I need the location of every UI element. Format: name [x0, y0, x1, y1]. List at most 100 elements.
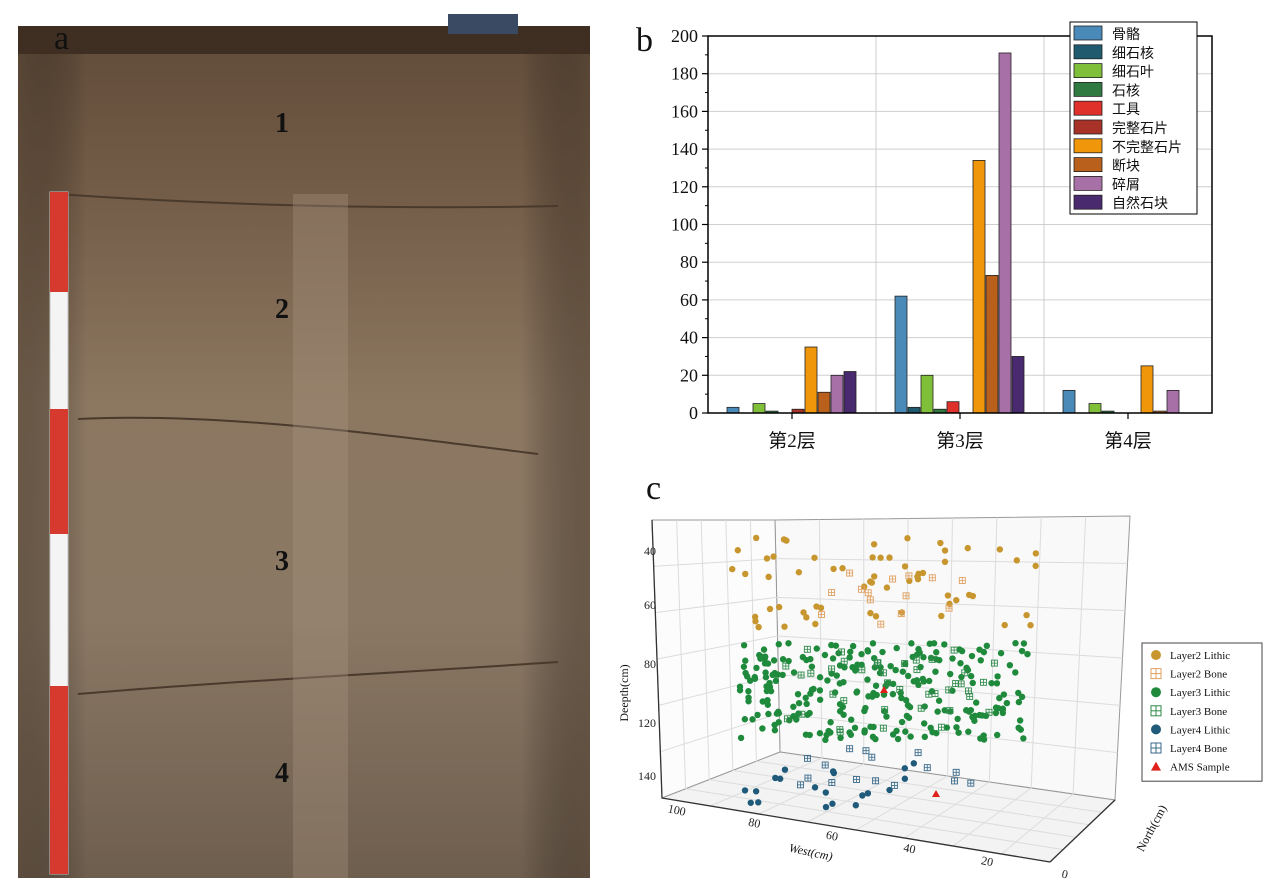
panel-label-b: b	[636, 22, 653, 59]
point	[867, 609, 874, 617]
point	[741, 716, 749, 723]
point	[899, 668, 907, 675]
point	[816, 674, 824, 681]
point	[883, 584, 891, 591]
point	[742, 570, 749, 578]
point	[1032, 550, 1040, 557]
point	[829, 690, 837, 698]
west-tick-label: 80	[747, 815, 762, 831]
legend-marker	[1150, 668, 1162, 680]
legend-marker	[1151, 687, 1161, 698]
point	[964, 687, 972, 695]
point	[833, 672, 840, 679]
point	[1000, 691, 1008, 698]
point	[783, 715, 791, 723]
point	[766, 605, 774, 613]
point	[804, 774, 812, 782]
point	[1017, 726, 1024, 733]
layer-label-1: 1	[275, 108, 289, 139]
point	[763, 683, 770, 690]
point	[892, 666, 899, 674]
point	[781, 766, 789, 773]
point	[963, 707, 970, 714]
point	[743, 673, 751, 680]
point	[902, 592, 910, 600]
point	[849, 642, 857, 650]
point	[775, 719, 782, 726]
west-tick-label: 40	[902, 840, 917, 856]
point	[790, 669, 798, 676]
grid-back-v	[1072, 516, 1087, 795]
y-tick-label: 100	[671, 215, 698, 235]
point	[1020, 735, 1027, 742]
y-tick-label: 0	[689, 403, 698, 423]
point	[751, 673, 758, 681]
point	[832, 642, 840, 649]
point	[776, 775, 784, 782]
west-axis	[661, 797, 1051, 863]
west-tick-label: 20	[980, 853, 995, 869]
point	[972, 699, 980, 706]
bar-9-2	[998, 52, 1012, 414]
point	[803, 645, 811, 653]
point	[827, 729, 834, 736]
point	[808, 663, 816, 670]
point	[901, 660, 909, 668]
point	[816, 730, 824, 737]
grid-floor-v	[1001, 793, 1074, 855]
soil-profile-image	[18, 14, 590, 885]
point	[839, 565, 846, 572]
legend-label: Layer4 Bone	[1170, 743, 1227, 755]
grid-floor-v	[855, 775, 948, 831]
point	[864, 589, 872, 597]
legend-swatch	[1073, 175, 1103, 191]
point	[807, 669, 815, 677]
point	[861, 707, 868, 715]
point	[953, 596, 960, 604]
point	[734, 547, 742, 554]
point	[770, 553, 777, 560]
point	[1001, 621, 1008, 629]
point	[967, 706, 975, 714]
point	[829, 655, 837, 662]
point	[841, 664, 848, 671]
point	[790, 703, 797, 710]
point	[872, 682, 880, 689]
point	[764, 701, 771, 708]
point	[763, 555, 771, 562]
legend-marker	[1151, 650, 1161, 660]
scatter-chart-svg: 40 60 80 120 140 Deepth(cm) 100 80 60 40 20 0 West(c…	[617, 515, 1263, 882]
point	[914, 749, 922, 757]
point	[821, 651, 829, 659]
point	[999, 709, 1007, 717]
point	[966, 692, 974, 700]
point	[953, 724, 960, 731]
point	[790, 712, 797, 720]
point	[930, 640, 938, 647]
grid-floor-v	[710, 757, 823, 807]
point	[755, 799, 762, 806]
point	[785, 640, 792, 647]
point	[932, 790, 940, 797]
y-tick-label: 20	[680, 365, 698, 385]
point	[949, 687, 956, 694]
point	[951, 777, 958, 785]
point	[795, 569, 803, 576]
point	[846, 745, 854, 753]
point	[945, 686, 953, 694]
legend-marker	[1151, 761, 1161, 771]
point	[795, 699, 803, 707]
point	[740, 642, 748, 649]
point	[912, 656, 920, 664]
depth-axis-label: Deepth(cm)	[617, 664, 631, 721]
point	[946, 707, 954, 715]
artifact-3d-scatter: c 40 60 80 120 140 Deepth(cm) 100 80 60 40 20 0 West…	[600, 470, 1271, 882]
point	[943, 724, 951, 731]
point	[802, 731, 810, 738]
point	[1016, 717, 1024, 724]
point	[877, 554, 884, 561]
point	[914, 575, 922, 583]
point	[765, 710, 772, 718]
point	[933, 729, 940, 737]
point	[1012, 669, 1019, 676]
